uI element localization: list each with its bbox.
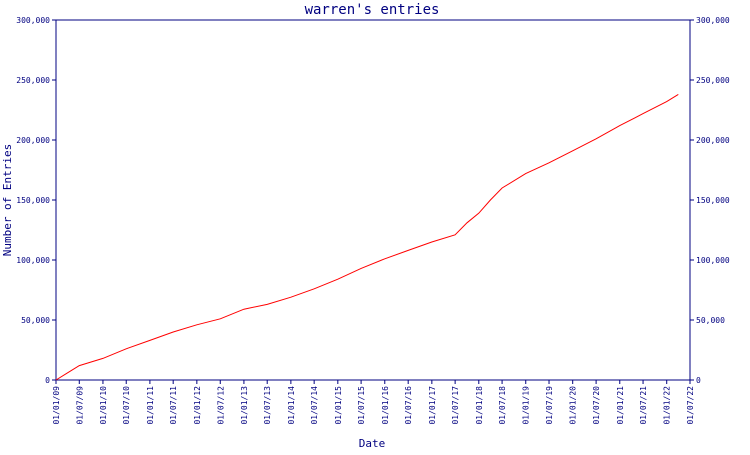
x-tick-label: 01/01/14 [287,386,296,425]
x-tick-label: 01/07/15 [357,386,366,425]
y-tick-label-right: 50,000 [696,316,725,325]
y-tick-label-left: 150,000 [16,196,50,205]
x-tick-label: 01/07/17 [451,386,460,425]
x-tick-label: 01/07/12 [216,386,225,425]
x-tick-label: 01/01/13 [240,386,249,425]
x-axis-label: Date [359,437,386,450]
y-tick-label-right: 100,000 [696,256,730,265]
x-tick-label: 01/07/09 [75,386,84,425]
x-tick-label: 01/07/20 [592,386,601,425]
chart-title: warren's entries [305,2,440,18]
y-tick-label-right: 0 [696,376,701,385]
plot-frame [55,19,691,381]
x-tick-label: 01/01/20 [569,386,578,425]
x-tick-label: 01/07/14 [310,386,319,425]
x-tick-label: 01/07/18 [498,386,507,425]
x-tick-label: 01/01/19 [522,386,531,425]
x-tick-label: 01/01/10 [99,386,108,425]
x-tick-label: 01/07/10 [122,386,131,425]
x-tick-label: 01/01/15 [334,386,343,425]
series-layer [55,93,679,381]
x-tick-label: 01/07/11 [169,386,178,425]
y-tick-label-left: 300,000 [16,16,50,25]
x-tick-label: 01/01/22 [663,386,672,425]
x-tick-label: 01/07/22 [686,386,695,425]
x-tick-label: 01/01/21 [616,386,625,425]
x-tick-label: 01/01/11 [146,386,155,425]
x-tick-label: 01/01/18 [475,386,484,425]
y-tick-label-right: 150,000 [696,196,730,205]
y-tick-label-left: 50,000 [21,316,50,325]
y-axis-right: 0 50,000 100,000 150,000 200,000 250,000 300,0… [690,16,730,385]
x-tick-label: 01/07/13 [263,386,272,425]
x-axis: 01/01/09 01/07/09 01/01/10 01/07/10 01/01/11… [52,380,695,425]
y-axis-left: 0 50,000 100,000 150,000 200,000 250,000 300,0… [16,16,56,385]
x-tick-label: 01/01/17 [428,386,437,425]
y-tick-label-right: 250,000 [696,76,730,85]
x-tick-label: 01/07/21 [639,386,648,425]
x-tick-label: 01/01/16 [381,386,390,425]
series-line [55,93,679,381]
y-tick-label-right: 300,000 [696,16,730,25]
y-axis-label: Number of Entries [1,144,14,257]
x-tick-label: 01/01/12 [193,386,202,425]
y-tick-label-left: 0 [45,376,50,385]
y-tick-label-right: 200,000 [696,136,730,145]
x-tick-label: 01/01/09 [52,386,61,425]
y-tick-label-left: 200,000 [16,136,50,145]
y-tick-label-left: 250,000 [16,76,50,85]
x-tick-label: 01/07/19 [545,386,554,425]
x-tick-label: 01/07/16 [404,386,413,425]
y-tick-label-left: 100,000 [16,256,50,265]
